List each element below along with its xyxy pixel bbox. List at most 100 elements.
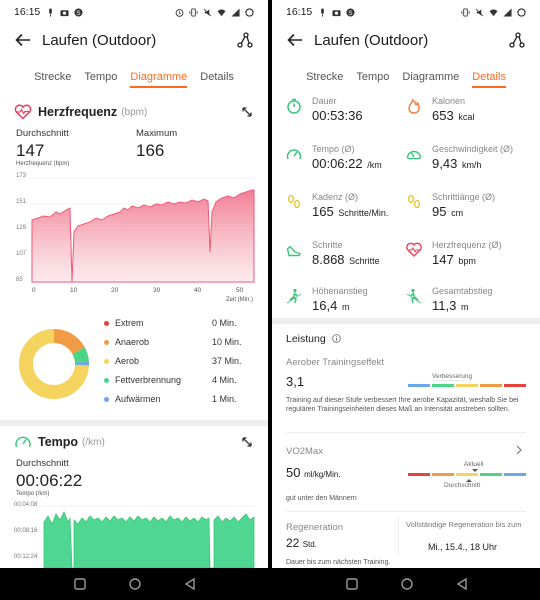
pace-y-tick: 00:08:16 [14, 528, 38, 534]
metric-label: Kadenz (Ø) [312, 192, 359, 202]
metric-label: Geschwindigkeit (Ø) [432, 144, 514, 154]
zone-name: Anaerob [115, 337, 150, 347]
tab-bar: Strecke Tempo Diagramme Details [0, 56, 268, 94]
metric-number: 16,4 [312, 298, 338, 313]
heart-rate-header: Herzfrequenz (bpm) [0, 98, 268, 126]
aerob-segment [504, 384, 526, 387]
zone-name: Extrem [115, 318, 144, 328]
hr-area [31, 189, 255, 283]
tab-bar: Strecke Tempo Diagramme Details [272, 56, 540, 94]
heart-icon [406, 242, 422, 257]
tab-tempo[interactable]: Tempo [84, 71, 118, 83]
zone-dot [104, 320, 109, 326]
hr-axis-label: Herzfrequenz (bpm) [16, 161, 70, 167]
signal-icon [503, 7, 512, 17]
shoe-icon [286, 245, 301, 257]
row-divider [286, 511, 526, 512]
metric-label: Tempo (Ø) [312, 144, 355, 154]
pace-avg-label: Durchschnitt [16, 458, 69, 469]
pace-chart: 00:04:08 00:08:16 00:12:24 [0, 500, 268, 568]
hr-y-tick: 129 [16, 225, 27, 231]
metric-value: 9,43 km/h [432, 156, 481, 171]
zone-row-aerob: Aerob 37 Min. [104, 356, 254, 366]
metric-unit: m [341, 302, 350, 312]
metric-number: 00:53:36 [312, 108, 363, 123]
hr-x-unit: Zeit (Min.) [226, 297, 253, 303]
hr-y-tick: 173 [16, 173, 27, 179]
metric-label: Gesamtabstieg [432, 286, 493, 296]
back-button-icon[interactable] [183, 577, 197, 591]
route-share-icon[interactable] [236, 31, 254, 49]
back-arrow-icon[interactable] [286, 31, 304, 49]
info-icon[interactable] [331, 334, 341, 343]
tab-tempo[interactable]: Tempo [356, 71, 390, 83]
aerob-segment [456, 384, 478, 387]
metric-label: Kalorien [432, 96, 466, 106]
zone-name: Fettverbrennung [115, 375, 182, 385]
metric-value: 95 cm [432, 204, 463, 219]
metric-value: 11,3 m [432, 298, 468, 313]
vo2-average-marker [466, 479, 472, 482]
metric-value: 00:06:22 /km [312, 156, 382, 171]
zone-value: 37 Min. [212, 356, 242, 366]
skype-icon: S [74, 7, 83, 16]
tab-diagramme[interactable]: Diagramme [130, 71, 188, 88]
metric-label: Schritte [312, 240, 343, 250]
vo2-average-label: Durchschnitt [444, 482, 481, 489]
metric-number: 165 [312, 204, 334, 219]
metric-unit: cm [451, 208, 464, 218]
hr-avg-label: Durchschnitt [16, 128, 69, 139]
route-share-icon[interactable] [508, 31, 526, 49]
metric-number: 00:06:22 [312, 156, 363, 171]
hr-max-label: Maximum [136, 128, 178, 139]
zone-dot [104, 396, 109, 402]
vo2-note: gut unter den Männern [286, 495, 357, 502]
aerob-segment [432, 384, 454, 387]
vo2-segment [432, 473, 454, 476]
svg-text:S: S [349, 9, 353, 16]
hr-x-tick: 40 [194, 287, 202, 294]
tab-strecke[interactable]: Strecke [34, 71, 72, 83]
expand-icon[interactable] [240, 105, 254, 119]
skype-icon: S [346, 7, 355, 16]
regen-number: 22 [286, 536, 300, 550]
home-button-icon[interactable] [128, 577, 142, 591]
hr-y-tick: 85 [16, 277, 23, 283]
zone-row-fettverbrennung: Fettverbrennung 4 Min. [104, 375, 254, 385]
recents-button-icon[interactable] [345, 577, 359, 591]
vo2-value: 50 ml/kg/Min. [286, 465, 341, 480]
donut-segment-anaerob [19, 329, 89, 399]
home-button-icon[interactable] [400, 577, 414, 591]
back-arrow-icon[interactable] [14, 31, 32, 49]
battery-icon [517, 7, 526, 17]
status-bar: 16:15 S [0, 0, 268, 24]
pace-chart-svg [34, 505, 256, 568]
regen-full-label: Vollständige Regeneration bis zum [406, 520, 522, 529]
zone-row-aufwaermen: Aufwärmen 1 Min. [104, 394, 254, 404]
vo2-unit: ml/kg/Min. [304, 470, 341, 479]
metric-value: 8.868 Schritte [312, 252, 380, 267]
vo2-segment [504, 473, 526, 476]
back-button-icon[interactable] [455, 577, 469, 591]
zone-row-extrem: Extrem 0 Min. [104, 318, 254, 328]
zone-value: 1 Min. [212, 394, 237, 404]
expand-icon[interactable] [240, 435, 254, 449]
chevron-right-icon[interactable] [514, 444, 524, 456]
hr-avg-value: 147 [16, 141, 45, 160]
tab-diagramme[interactable]: Diagramme [402, 71, 460, 83]
metric-label: Dauer [312, 96, 337, 106]
signal-icon [231, 7, 240, 17]
vo2-current-label: Aktuell [464, 461, 484, 468]
aerob-value: 3,1 [286, 374, 305, 389]
section-divider [272, 318, 540, 324]
recents-button-icon[interactable] [73, 577, 87, 591]
tab-details[interactable]: Details [472, 71, 506, 88]
hr-x-tick: 10 [70, 287, 78, 294]
camera-icon [332, 9, 341, 16]
metric-number: 8.868 [312, 252, 345, 267]
heart-rate-chart-svg [30, 177, 256, 283]
hr-y-tick: 151 [16, 199, 27, 205]
tab-strecke[interactable]: Strecke [306, 71, 344, 83]
metric-value: 147 bpm [432, 252, 476, 267]
tab-details[interactable]: Details [200, 71, 234, 83]
